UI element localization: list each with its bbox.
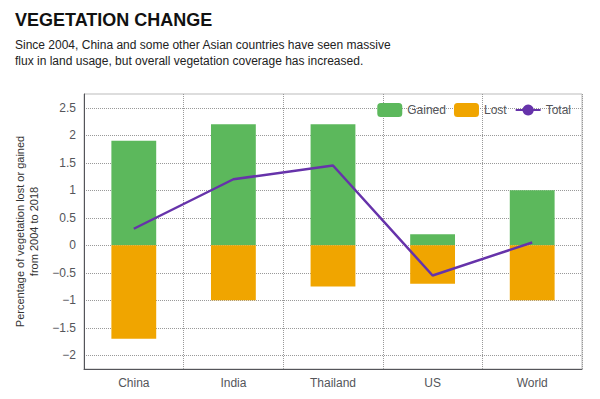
svg-text:flux in land usage, but overal: flux in land usage, but overall vegetati…: [15, 54, 363, 68]
svg-text:2: 2: [69, 128, 76, 142]
svg-text:Gained: Gained: [407, 103, 446, 117]
svg-text:2.5: 2.5: [59, 101, 76, 115]
svg-text:0.5: 0.5: [59, 211, 76, 225]
svg-text:US: US: [424, 376, 441, 390]
svg-text:Thailand: Thailand: [310, 376, 356, 390]
svg-text:Since 2004, China and some oth: Since 2004, China and some other Asian c…: [15, 38, 391, 52]
svg-text:−0.5: −0.5: [52, 266, 76, 280]
svg-text:−2: −2: [62, 348, 76, 362]
svg-text:−1: −1: [62, 293, 76, 307]
svg-text:VEGETATION CHANGE: VEGETATION CHANGE: [15, 10, 212, 30]
svg-text:India: India: [220, 376, 246, 390]
svg-text:1.5: 1.5: [59, 156, 76, 170]
svg-text:Lost: Lost: [484, 103, 507, 117]
svg-text:1: 1: [69, 183, 76, 197]
svg-text:Percentage of vegetation lost: Percentage of vegetation lost or gained: [14, 136, 26, 327]
svg-text:−1.5: −1.5: [52, 321, 76, 335]
svg-text:0: 0: [69, 238, 76, 252]
svg-text:from 2004 to 2018: from 2004 to 2018: [28, 187, 40, 276]
svg-text:World: World: [517, 376, 548, 390]
svg-text:Total: Total: [546, 103, 571, 117]
svg-text:China: China: [118, 376, 150, 390]
